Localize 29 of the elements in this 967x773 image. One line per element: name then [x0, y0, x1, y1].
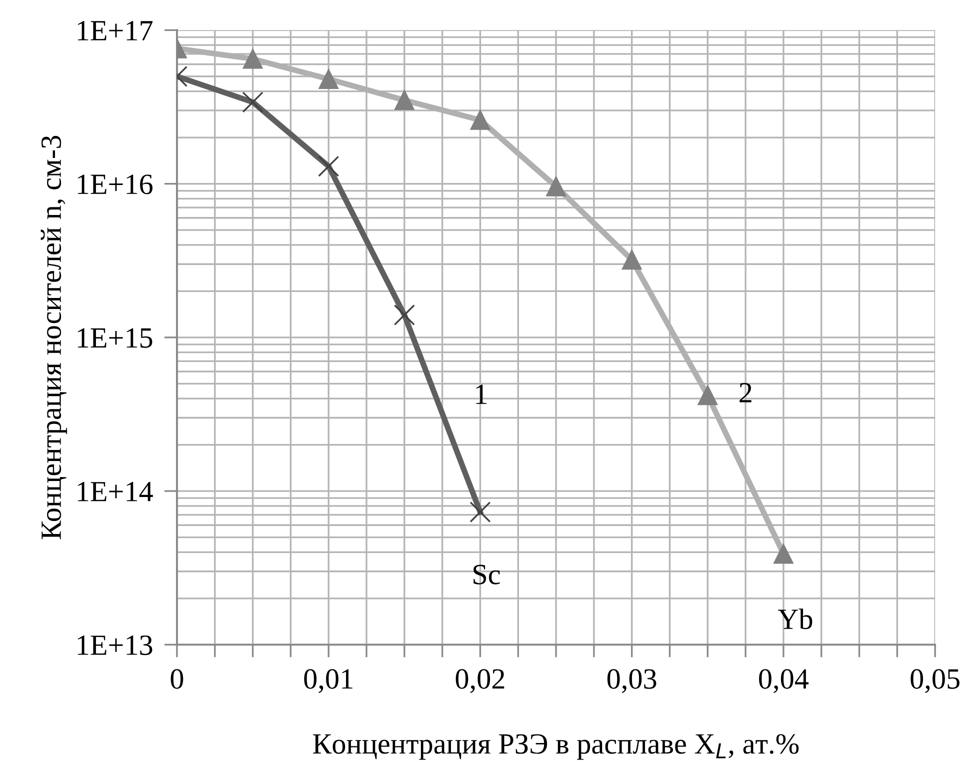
point: [470, 110, 490, 130]
point: [698, 385, 718, 406]
x-axis-title: Концентрация РЗЭ в расплаве X$_{L}$, ат.%: [313, 734, 799, 760]
point: [622, 250, 642, 270]
point: [394, 90, 414, 110]
y-axis-title: Концентрация носителей n, см-3: [40, 136, 68, 540]
point: [318, 156, 340, 177]
point: [242, 49, 263, 69]
x-tick-label: 0,03: [607, 669, 656, 694]
annotation: Yb: [778, 608, 812, 630]
y-tick-label: 1E+13: [78, 635, 152, 656]
point: [470, 501, 491, 523]
x-tick-label: 0: [170, 669, 184, 689]
annotation: Sc: [474, 564, 500, 584]
y-tick-label: 1E+14: [78, 482, 153, 502]
x-tick-label: 0,04: [759, 669, 809, 694]
point: [242, 92, 264, 113]
x-tick-label: 0,01: [304, 669, 352, 694]
x-tick-label: 0,02: [456, 669, 504, 694]
y-tick-label: 1E+15: [78, 328, 152, 348]
annotation: 2: [740, 382, 752, 402]
y-tick-label: 1E+17: [78, 21, 153, 40]
point: [774, 544, 794, 564]
point: [318, 69, 338, 89]
x-tick-label: 0,05: [910, 669, 960, 694]
point: [546, 176, 566, 196]
y-tick-label: 1E+16: [78, 174, 152, 194]
point: [394, 304, 415, 326]
annotation: 1: [476, 384, 486, 404]
